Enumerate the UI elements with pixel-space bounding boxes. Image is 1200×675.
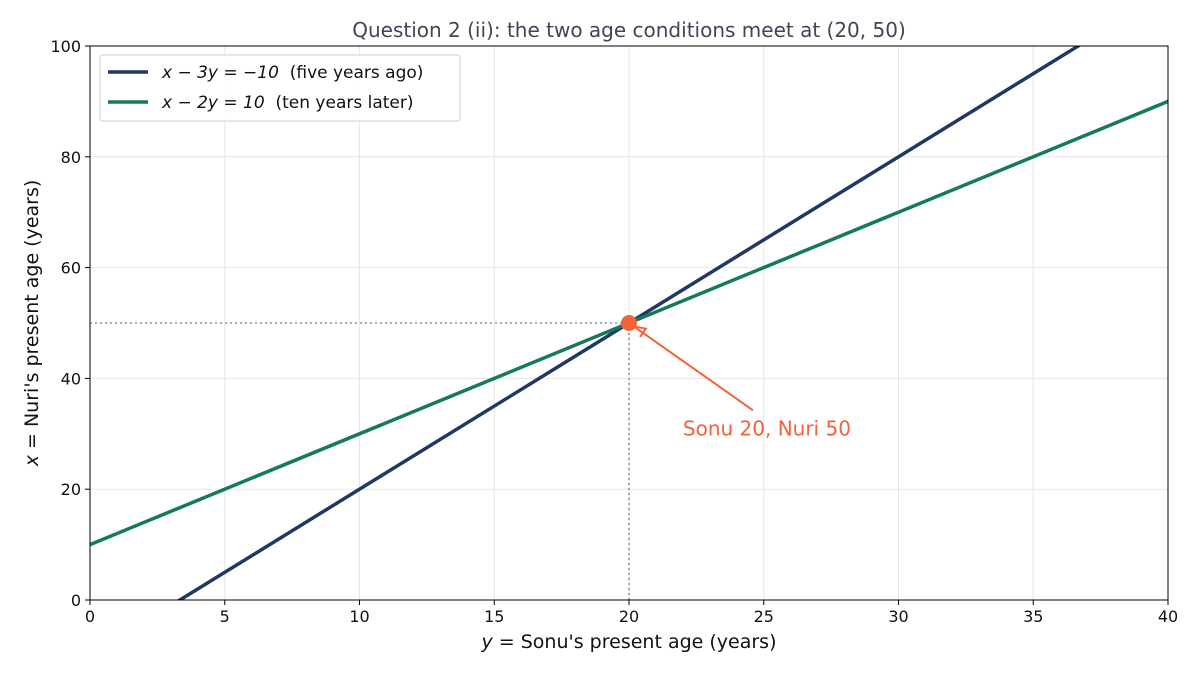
- legend-label-1-math: x − 3y = −10: [161, 63, 279, 83]
- intersection-point: [621, 315, 637, 331]
- x-axis-label-text: = Sonu's present age (years): [493, 631, 777, 653]
- x-tick-label: 10: [349, 607, 369, 626]
- y-axis-ticks: 0 20 40 60 80 100: [50, 37, 90, 610]
- y-tick-label: 40: [61, 369, 81, 388]
- annotation: Sonu 20, Nuri 50: [621, 315, 851, 440]
- x-axis-label: y = Sonu's present age (years): [481, 631, 777, 653]
- x-tick-label: 35: [1023, 607, 1043, 626]
- legend-label-1-note: (five years ago): [279, 63, 424, 83]
- legend-label-1: x − 3y = −10 (five years ago): [161, 63, 423, 83]
- legend-label-2-note: (ten years later): [265, 93, 414, 113]
- chart-title: Question 2 (ii): the two age conditions …: [352, 18, 906, 42]
- annotation-arrowhead: [633, 325, 648, 338]
- legend-label-2: x − 2y = 10 (ten years later): [161, 93, 414, 113]
- y-axis-label-var: x: [21, 454, 43, 467]
- x-tick-label: 30: [888, 607, 908, 626]
- legend-label-2-math: x − 2y = 10: [161, 93, 265, 113]
- x-tick-label: 25: [754, 607, 774, 626]
- annotation-arrow: [633, 325, 754, 412]
- y-axis-label: x = Nuri's present age (years): [21, 180, 43, 468]
- y-tick-label: 80: [61, 148, 81, 167]
- x-tick-label: 15: [484, 607, 504, 626]
- x-axis-ticks: 0 5 10 15 20 25 30 35 40: [85, 600, 1178, 626]
- x-tick-label: 20: [619, 607, 639, 626]
- x-tick-label: 40: [1158, 607, 1178, 626]
- legend: x − 3y = −10 (five years ago) x − 2y = 1…: [99, 54, 461, 122]
- y-axis-label-text: = Nuri's present age (years): [21, 180, 43, 455]
- legend-box: [99, 54, 461, 122]
- intersection-guides: [90, 322, 630, 600]
- x-tick-label: 0: [85, 607, 95, 626]
- x-tick-label: 5: [220, 607, 230, 626]
- annotation-label: Sonu 20, Nuri 50: [683, 416, 851, 440]
- y-tick-label: 100: [50, 37, 81, 56]
- x-axis-label-var: y: [481, 631, 494, 653]
- y-tick-label: 60: [61, 259, 81, 278]
- y-tick-label: 0: [71, 591, 81, 610]
- y-tick-label: 20: [61, 480, 81, 499]
